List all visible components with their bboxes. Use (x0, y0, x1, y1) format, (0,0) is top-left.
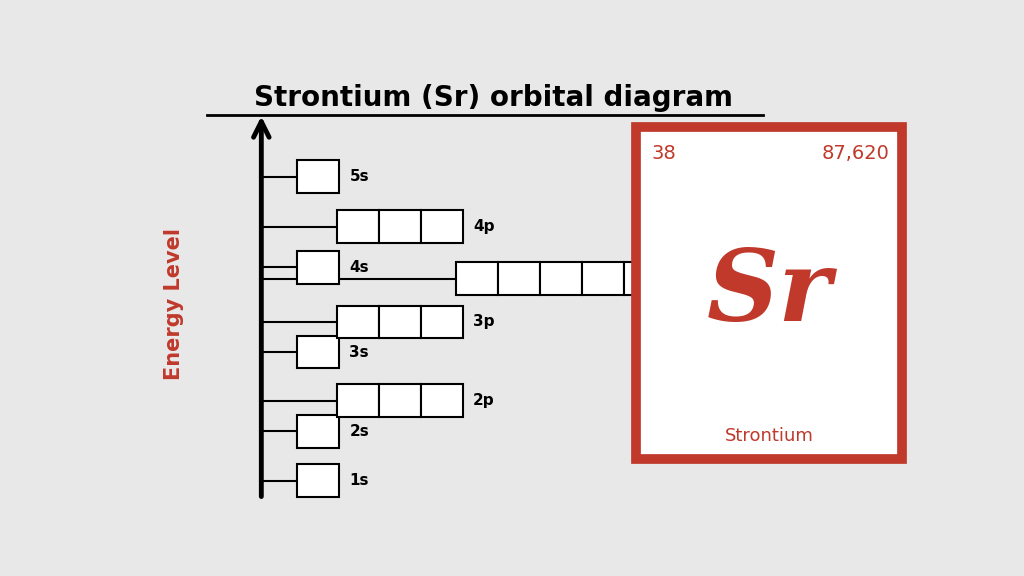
Text: 2s: 2s (349, 424, 370, 439)
FancyBboxPatch shape (421, 210, 463, 243)
Text: 38: 38 (652, 143, 677, 162)
Text: 87,620: 87,620 (821, 143, 889, 162)
FancyBboxPatch shape (421, 305, 463, 338)
FancyBboxPatch shape (636, 127, 902, 460)
FancyBboxPatch shape (297, 251, 339, 284)
FancyBboxPatch shape (297, 161, 339, 194)
Text: Sr: Sr (707, 245, 831, 342)
FancyBboxPatch shape (297, 415, 339, 448)
Text: Strontium (Sr) orbital diagram: Strontium (Sr) orbital diagram (254, 84, 732, 112)
Text: 3d: 3d (677, 271, 697, 286)
Text: 1s: 1s (349, 473, 369, 488)
FancyBboxPatch shape (337, 384, 379, 417)
FancyBboxPatch shape (498, 263, 540, 295)
Text: 3p: 3p (473, 314, 495, 329)
FancyBboxPatch shape (297, 336, 339, 369)
FancyBboxPatch shape (379, 384, 421, 417)
FancyBboxPatch shape (337, 305, 379, 338)
Text: 3s: 3s (349, 344, 369, 359)
FancyBboxPatch shape (379, 210, 421, 243)
FancyBboxPatch shape (624, 263, 666, 295)
FancyBboxPatch shape (456, 263, 498, 295)
Text: 2p: 2p (473, 393, 495, 408)
FancyBboxPatch shape (379, 305, 421, 338)
Text: 4s: 4s (349, 260, 369, 275)
FancyBboxPatch shape (337, 210, 379, 243)
FancyBboxPatch shape (297, 464, 339, 497)
Text: 4p: 4p (473, 219, 495, 234)
FancyBboxPatch shape (582, 263, 624, 295)
Text: 5s: 5s (349, 169, 369, 184)
Text: Energy Level: Energy Level (164, 228, 184, 380)
FancyBboxPatch shape (540, 263, 582, 295)
FancyBboxPatch shape (421, 384, 463, 417)
Text: Strontium: Strontium (724, 427, 813, 445)
